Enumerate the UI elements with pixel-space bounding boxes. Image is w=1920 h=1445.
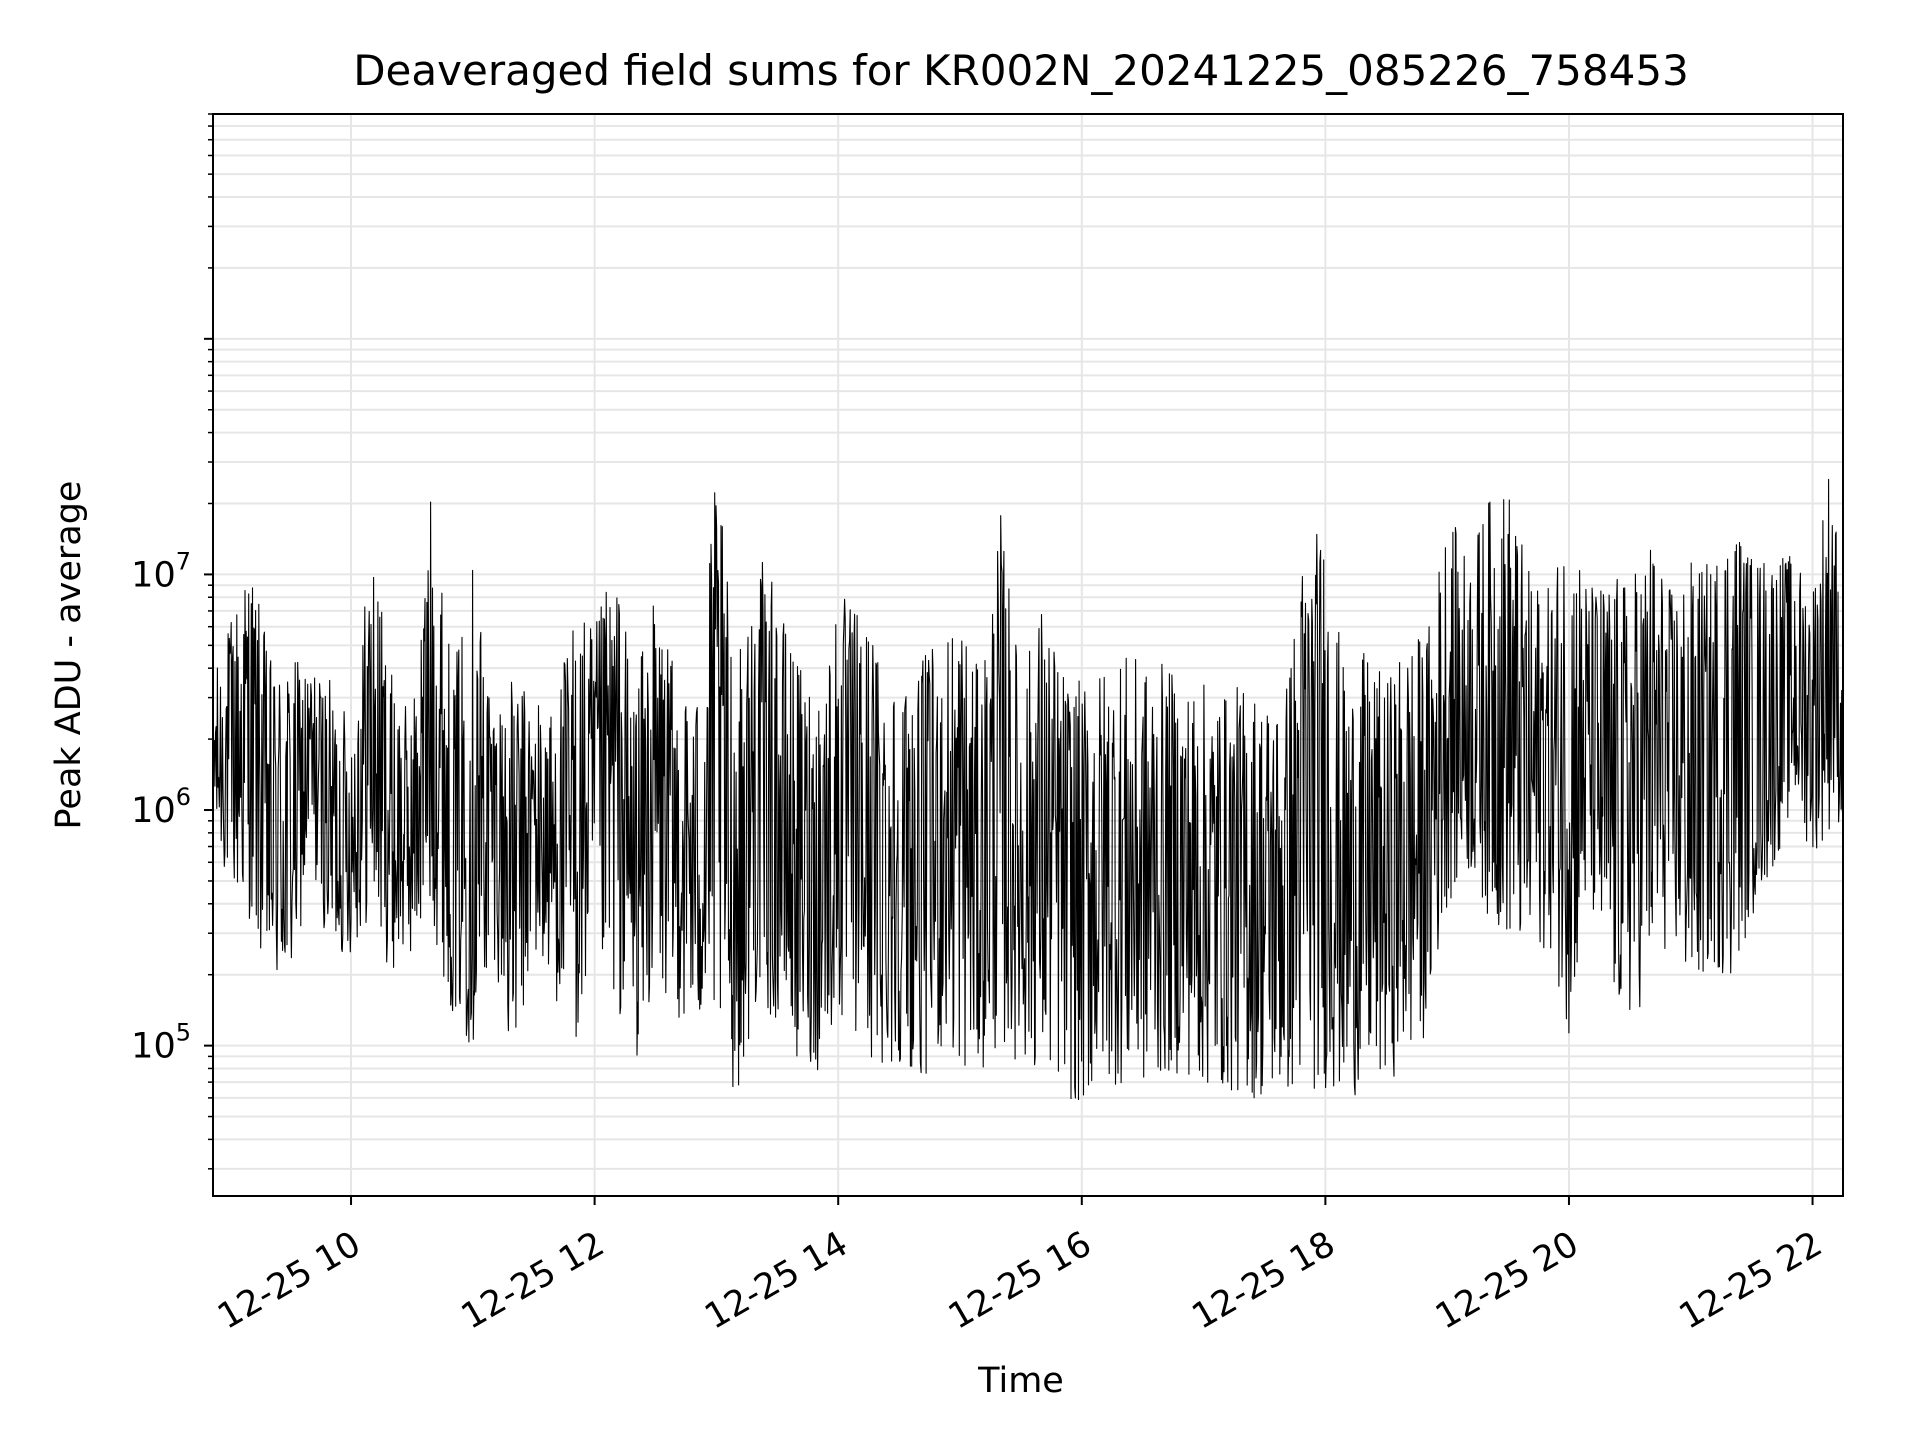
y-tick-label-exponent: 7 [176,547,191,575]
y-tick-label-base: 10 [131,1027,176,1067]
y-tick-label: 105 [131,1019,191,1067]
chart-title: Deaveraged field sums for KR002N_2024122… [353,46,1689,95]
series-line [212,478,1844,1101]
data-layer [212,478,1844,1101]
y-tick-label-exponent: 5 [176,1019,191,1047]
y-tick-label-base: 10 [131,555,176,595]
x-axis-label: Time [977,1361,1064,1401]
y-tick-label-exponent: 6 [176,783,191,811]
y-tick-label: 106 [131,783,191,831]
y-tick-label-base: 10 [131,791,176,831]
y-tick-label: 107 [131,547,191,595]
plot-frame [212,113,1844,1197]
y-axis-label: Peak ADU - average [49,481,89,830]
